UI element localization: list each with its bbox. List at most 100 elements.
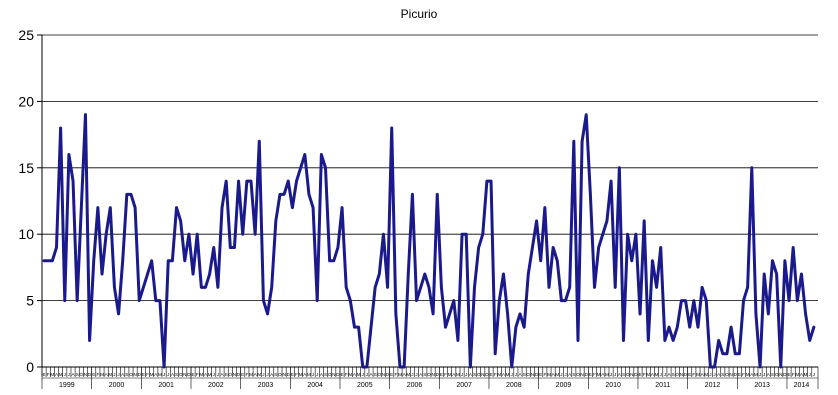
x-month-label: J [664,372,666,377]
data-point [448,312,451,315]
data-point [659,246,662,249]
x-month-label: M [646,372,650,377]
x-month-label: J [362,372,364,377]
data-point [332,259,335,262]
data-point [759,366,761,368]
data-point [779,366,782,368]
data-point [498,299,501,302]
x-month-label: S [771,372,774,377]
data-point [734,352,737,355]
data-point [585,113,588,116]
x-month-label: S [324,372,327,377]
x-month-label: J [113,372,115,377]
data-point [676,326,679,329]
data-point [175,206,178,209]
x-month-label: M [357,372,361,377]
x-month-label: J [117,372,119,377]
data-point [539,259,542,262]
data-point [755,312,757,315]
data-point [796,299,799,302]
data-point [125,193,128,196]
data-point [150,259,153,262]
x-month-label: M [158,372,162,377]
x-month-label: F [345,372,348,377]
data-point [440,286,443,289]
x-month-label: E [241,372,244,377]
x-month-label: J [266,372,268,377]
data-point [221,206,223,209]
data-point [506,312,509,315]
data-point [680,299,683,302]
data-point [767,312,770,315]
data-point [597,246,600,249]
data-point [324,166,327,169]
x-month-label: D [287,372,291,377]
x-month-label: D [684,372,688,377]
x-month-label: E [490,372,493,377]
x-month-label: J [709,372,711,377]
x-year-label: 2009 [556,382,572,389]
data-point [47,259,50,262]
y-tick-label: 0 [26,359,34,375]
x-month-label: F [47,372,50,377]
chart-title: Picurio [401,7,438,21]
data-point [229,246,232,249]
data-point [84,113,87,116]
x-month-label: A [667,372,671,377]
data-point [370,326,372,329]
data-point [746,286,749,289]
x-month-label: A [72,372,76,377]
x-month-label: M [249,372,253,377]
x-month-label: E [688,372,691,377]
x-month-label: E [440,372,443,377]
x-month-label: E [539,372,542,377]
data-point [419,286,422,289]
data-point [407,273,410,275]
data-point [771,259,774,262]
data-point [183,259,186,262]
data-point [43,259,45,262]
x-month-label: F [444,372,447,377]
data-point [270,286,273,289]
x-month-label: A [502,372,506,377]
x-month-label: M [497,372,501,377]
x-month-label: J [316,372,318,377]
x-month-label: S [523,372,526,377]
x-month-label: N [729,372,732,377]
x-month-label: N [332,372,335,377]
data-point [337,246,339,249]
data-point [274,220,277,222]
x-month-label: A [403,372,407,377]
data-point [639,312,641,315]
x-year-label: 2004 [307,382,323,389]
x-month-label: E [142,372,145,377]
data-point [117,312,120,315]
x-year-label: 2008 [506,382,522,389]
x-month-label: F [792,372,795,377]
x-month-label: N [431,372,434,377]
x-month-label: J [366,372,368,377]
x-month-label: S [374,372,377,377]
data-point [121,259,124,262]
data-point [179,220,182,222]
x-month-label: A [552,372,556,377]
x-month-label: A [750,372,754,377]
x-month-label: M [547,372,551,377]
data-point [308,193,310,196]
data-point [486,180,488,182]
data-point [237,180,240,182]
x-month-label: A [800,372,804,377]
data-point [622,339,625,342]
data-point [171,259,174,262]
x-month-label: D [585,372,589,377]
data-point [738,352,741,355]
data-point [225,180,228,182]
data-point [245,180,248,182]
data-point [556,259,559,262]
data-point [709,366,712,368]
data-point [279,193,281,196]
x-year-label: 2006 [407,382,423,389]
data-point [192,273,194,275]
data-point [200,286,203,289]
